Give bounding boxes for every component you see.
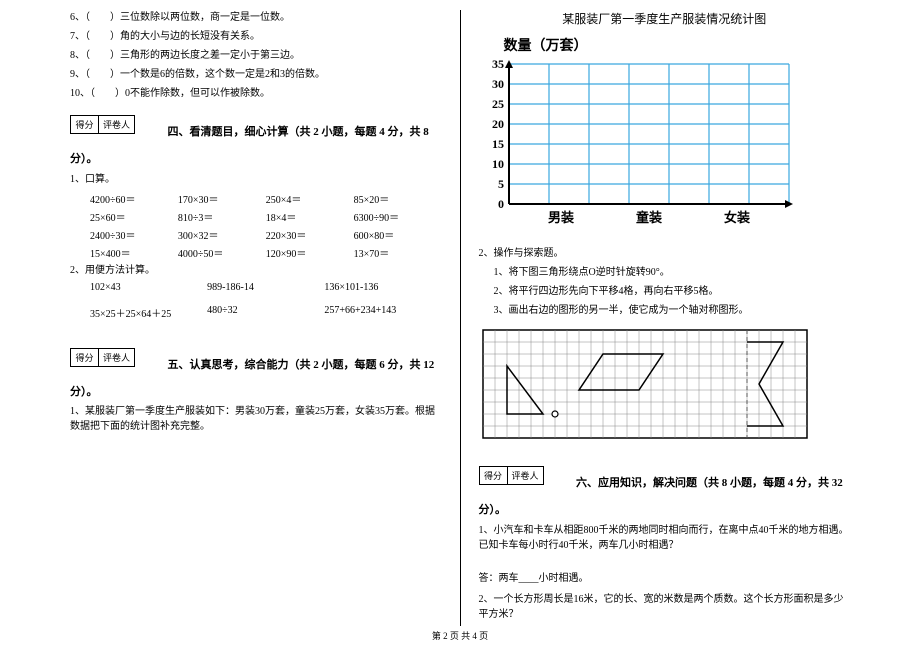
calc-item: 250×4＝: [266, 191, 354, 206]
chart-title: 某服装厂第一季度生产服装情况统计图: [479, 10, 851, 27]
svg-text:童装: 童装: [635, 210, 661, 225]
section-4-title: 四、看清题目，细心计算（共 2 小题，每题 4 分，共 8: [168, 126, 429, 138]
section-4-suffix: 分）。: [70, 153, 98, 165]
svg-text:30: 30: [492, 77, 504, 91]
svg-text:25: 25: [492, 97, 504, 111]
page-footer: 第 2 页 共 4 页: [0, 629, 920, 642]
judgment-8: 8、（ ）三角形的两边长度之差一定小于第三边。: [70, 48, 442, 63]
svg-text:女装: 女装: [723, 210, 749, 225]
q2-l2: 2、将平行四边形先向下平移4格，再向右平移5格。: [479, 284, 851, 299]
score-cell-score: 得分: [480, 467, 508, 484]
calc-item: 989-186-14: [207, 282, 324, 293]
section-6-header: 得分 评卷人 六、应用知识，解决问题（共 8 小题，每题 4 分，共 32: [479, 456, 851, 490]
calc-item: 18×4＝: [266, 209, 354, 224]
calc-item: 170×30＝: [178, 191, 266, 206]
calc-row: 35×25＋25×64＋25 480÷32 257+66+234+143: [70, 305, 442, 320]
page-container: 6、（ ）三位数除以两位数，商一定是一位数。 7、（ ）角的大小与边的长短没有关…: [0, 0, 920, 656]
score-box: 得分 评卷人: [70, 348, 135, 367]
judgment-9: 9、（ ）一个数是6的倍数，这个数一定是2和3的倍数。: [70, 67, 442, 82]
calc-row: 2400÷30＝ 300×32＝ 220×30＝ 600×80＝: [70, 227, 442, 242]
score-cell-grader: 评卷人: [99, 116, 134, 133]
section6-q1: 1、小汽车和卡车从相距800千米的两地同时相向而行，在离中点40千米的地方相遇。…: [479, 523, 851, 553]
svg-text:0: 0: [498, 197, 504, 211]
section6-q2: 2、一个长方形周长是16米，它的长、宽的米数是两个质数。这个长方形面积是多少平方…: [479, 592, 851, 622]
calc-item: 4000÷50＝: [178, 245, 266, 260]
calc-item: 257+66+234+143: [324, 305, 441, 320]
calc-item: 13×70＝: [354, 245, 442, 260]
svg-text:35: 35: [492, 59, 504, 71]
calc-item: 4200÷60＝: [90, 191, 178, 206]
section-5-suffix: 分）。: [70, 386, 98, 398]
score-cell-grader: 评卷人: [508, 467, 543, 484]
section4-sub2: 2、用便方法计算。: [70, 263, 442, 278]
calc-row: 102×43 989-186-14 136×101-136: [70, 282, 442, 293]
score-box: 得分 评卷人: [70, 115, 135, 134]
score-cell-grader: 评卷人: [99, 349, 134, 366]
judgment-7: 7、（ ）角的大小与边的长短没有关系。: [70, 29, 442, 44]
section4-sub1: 1、口算。: [70, 172, 442, 187]
calc-item: 120×90＝: [266, 245, 354, 260]
calc-item: 136×101-136: [324, 282, 441, 293]
calc-item: 35×25＋25×64＋25: [90, 305, 207, 320]
calc-item: 220×30＝: [266, 227, 354, 242]
section5-q1: 1、某服装厂第一季度生产服装如下：男装30万套，童装25万套，女装35万套。根据…: [70, 404, 442, 434]
calc-item: 102×43: [90, 282, 207, 293]
score-cell-score: 得分: [71, 116, 99, 133]
calc-item: 15×400＝: [90, 245, 178, 260]
q2-l1: 1、将下图三角形绕点O逆时针旋转90°。: [479, 265, 851, 280]
section6-ans: 答：两车____小时相遇。: [479, 571, 851, 586]
q2-l3: 3、画出右边的图形的另一半，使它成为一个轴对称图形。: [479, 303, 851, 318]
judgment-6: 6、（ ）三位数除以两位数，商一定是一位数。: [70, 10, 442, 25]
svg-text:5: 5: [498, 177, 504, 191]
section-5-title: 五、认真思考，综合能力（共 2 小题，每题 6 分，共 12: [168, 359, 435, 371]
calc-item: 85×20＝: [354, 191, 442, 206]
svg-text:20: 20: [492, 117, 504, 131]
section-4-header: 得分 评卷人 四、看清题目，细心计算（共 2 小题，每题 4 分，共 8: [70, 105, 442, 139]
right-column: 某服装厂第一季度生产服装情况统计图 数量（万套） 35 30 25 20 15 10 5 0 男…: [460, 10, 861, 626]
bar-chart-grid: 35 30 25 20 15 10 5 0 男装 童装 女装: [479, 59, 809, 234]
q2-head: 2、操作与探索题。: [479, 246, 851, 261]
section-5-header: 得分 评卷人 五、认真思考，综合能力（共 2 小题，每题 6 分，共 12: [70, 338, 442, 372]
calc-item: 480÷32: [207, 305, 324, 320]
calc-item: 6300÷90＝: [354, 209, 442, 224]
score-cell-score: 得分: [71, 349, 99, 366]
calc-item: 300×32＝: [178, 227, 266, 242]
chart-ylabel: 数量（万套）: [504, 35, 851, 55]
section-6-suffix: 分）。: [479, 504, 507, 516]
calc-item: 600×80＝: [354, 227, 442, 242]
calc-row: 15×400＝ 4000÷50＝ 120×90＝ 13×70＝: [70, 245, 442, 260]
judgment-10: 10、（ ）0不能作除数，但可以作被除数。: [70, 86, 442, 101]
svg-text:男装: 男装: [547, 210, 573, 225]
score-box: 得分 评卷人: [479, 466, 544, 485]
calc-item: 2400÷30＝: [90, 227, 178, 242]
calc-item: 25×60＝: [90, 209, 178, 224]
section-6-title: 六、应用知识，解决问题（共 8 小题，每题 4 分，共 32: [576, 477, 843, 489]
svg-text:10: 10: [492, 157, 504, 171]
calc-item: 810÷3＝: [178, 209, 266, 224]
calc-row: 25×60＝ 810÷3＝ 18×4＝ 6300÷90＝: [70, 209, 442, 224]
svg-text:15: 15: [492, 137, 504, 151]
geometry-grid: [479, 326, 819, 446]
left-column: 6、（ ）三位数除以两位数，商一定是一位数。 7、（ ）角的大小与边的长短没有关…: [60, 10, 460, 626]
calc-row: 4200÷60＝ 170×30＝ 250×4＝ 85×20＝: [70, 191, 442, 206]
